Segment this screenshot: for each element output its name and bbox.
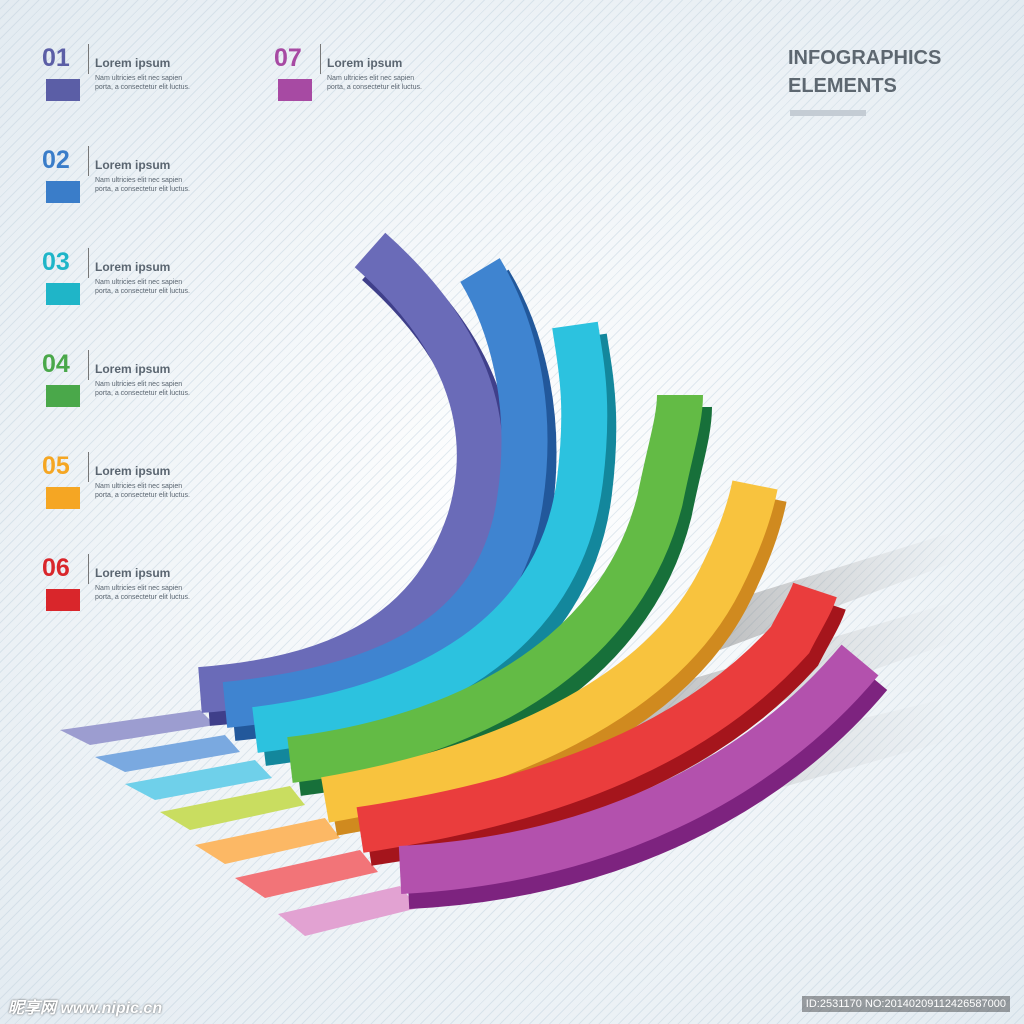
body-line: porta, a consectetur elit luctus. bbox=[95, 390, 190, 397]
item-number: 03 bbox=[42, 248, 70, 276]
divider bbox=[88, 452, 89, 482]
body-line: Nam ultricies elit nec sapien bbox=[95, 381, 183, 388]
swatch bbox=[46, 487, 80, 509]
item-body: Nam ultricies elit nec sapien porta, a co… bbox=[95, 482, 190, 500]
item-heading: Lorem ipsum bbox=[95, 464, 171, 478]
swatch bbox=[278, 79, 312, 101]
item-body: Nam ultricies elit nec sapien porta, a co… bbox=[95, 380, 190, 398]
tails bbox=[60, 710, 418, 936]
divider bbox=[88, 350, 89, 380]
title-dots bbox=[790, 110, 866, 116]
item-body: Nam ultricies elit nec sapien porta, a co… bbox=[95, 176, 190, 194]
legend-item: 01 Lorem ipsum Nam ultricies elit nec sapi… bbox=[42, 44, 242, 114]
body-line: Nam ultricies elit nec sapien bbox=[95, 585, 183, 592]
item-heading: Lorem ipsum bbox=[327, 56, 403, 70]
item-heading: Lorem ipsum bbox=[95, 158, 171, 172]
body-line: Nam ultricies elit nec sapien bbox=[95, 483, 183, 490]
divider bbox=[88, 248, 89, 278]
divider bbox=[320, 44, 321, 74]
item-body: Nam ultricies elit nec sapien porta, a co… bbox=[95, 278, 190, 296]
item-number: 01 bbox=[42, 44, 70, 72]
legend-item: 07 Lorem ipsum Nam ultricies elit nec sapi… bbox=[274, 44, 474, 114]
body-line: porta, a consectetur elit luctus. bbox=[95, 186, 190, 193]
item-number: 05 bbox=[42, 452, 70, 480]
swatch bbox=[46, 589, 80, 611]
title-line: ELEMENTS bbox=[788, 75, 897, 97]
item-heading: Lorem ipsum bbox=[95, 566, 171, 580]
legend-item: 04 Lorem ipsum Nam ultricies elit nec sapi… bbox=[42, 350, 242, 420]
item-heading: Lorem ipsum bbox=[95, 362, 171, 376]
item-number: 02 bbox=[42, 146, 70, 174]
swatch bbox=[46, 79, 80, 101]
title: INFOGRAPHICS ELEMENTS bbox=[788, 44, 941, 100]
divider bbox=[88, 146, 89, 176]
divider bbox=[88, 554, 89, 584]
item-body: Nam ultricies elit nec sapien porta, a co… bbox=[95, 584, 190, 602]
item-heading: Lorem ipsum bbox=[95, 260, 171, 274]
legend-item: 02 Lorem ipsum Nam ultricies elit nec sapi… bbox=[42, 146, 242, 216]
swatch bbox=[46, 181, 80, 203]
body-line: Nam ultricies elit nec sapien bbox=[95, 279, 183, 286]
legend-item: 03 Lorem ipsum Nam ultricies elit nec sapi… bbox=[42, 248, 242, 318]
item-body: Nam ultricies elit nec sapien porta, a co… bbox=[95, 74, 190, 92]
body-line: porta, a consectetur elit luctus. bbox=[95, 492, 190, 499]
body-line: porta, a consectetur elit luctus. bbox=[327, 84, 422, 91]
body-line: Nam ultricies elit nec sapien bbox=[95, 177, 183, 184]
item-heading: Lorem ipsum bbox=[95, 56, 171, 70]
divider bbox=[88, 44, 89, 74]
item-body: Nam ultricies elit nec sapien porta, a co… bbox=[327, 74, 422, 92]
item-number: 06 bbox=[42, 554, 70, 582]
legend-item: 06 Lorem ipsum Nam ultricies elit nec sapi… bbox=[42, 554, 242, 624]
title-line: INFOGRAPHICS bbox=[788, 47, 942, 69]
body-line: Nam ultricies elit nec sapien bbox=[327, 75, 415, 82]
swatch bbox=[46, 283, 80, 305]
legend-item: 05 Lorem ipsum Nam ultricies elit nec sapi… bbox=[42, 452, 242, 522]
item-number: 07 bbox=[274, 44, 302, 72]
watermark-id: ID:2531170 NO:20140209112426587000 bbox=[801, 996, 1010, 1012]
item-number: 04 bbox=[42, 350, 70, 378]
body-line: porta, a consectetur elit luctus. bbox=[95, 594, 190, 601]
watermark-site: 昵享网 www.nipic.cn bbox=[8, 1000, 163, 1017]
swatch bbox=[46, 385, 80, 407]
body-line: porta, a consectetur elit luctus. bbox=[95, 84, 190, 91]
body-line: Nam ultricies elit nec sapien bbox=[95, 75, 183, 82]
bands bbox=[198, 232, 888, 909]
body-line: porta, a consectetur elit luctus. bbox=[95, 288, 190, 295]
